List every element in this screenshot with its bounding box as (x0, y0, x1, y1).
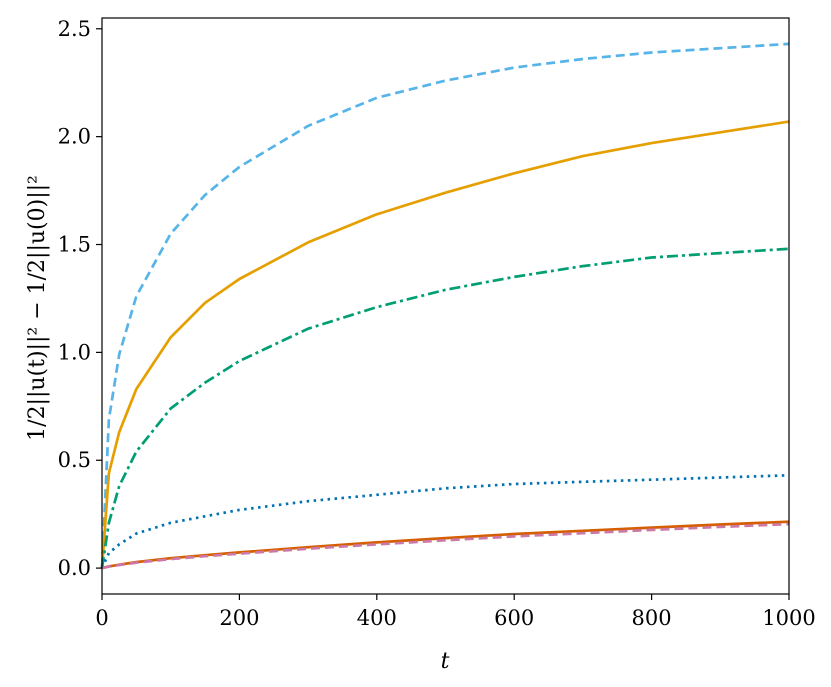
x-tick-label: 600 (494, 606, 534, 630)
series-line-3 (100, 247, 790, 569)
x-tick-label: 0 (95, 606, 108, 630)
y-tick-label: 0.5 (58, 448, 91, 472)
x-tick-label: 400 (357, 606, 397, 630)
x-axis-title: t (441, 649, 450, 674)
y-tick-label: 1.0 (58, 340, 91, 364)
series-line-4 (100, 473, 790, 569)
y-tick-label: 1.5 (58, 233, 91, 257)
y-axis-title: 1/2||u(t)||² − 1/2||u(0)||² (25, 175, 50, 441)
x-tick-label: 1000 (762, 606, 815, 630)
x-tick-label: 200 (219, 606, 259, 630)
y-tick-label: 2.5 (58, 17, 91, 41)
plot-frame (101, 17, 790, 595)
series-line-2 (100, 120, 790, 569)
y-tick-label: 0.0 (58, 556, 91, 580)
axes-layer: 0 200 400 600 800 1000 0.0 0.5 1.0 1.5 2.0 2.5 (58, 17, 816, 630)
y-tick-label: 2.0 (58, 125, 91, 149)
series-layer (100, 42, 790, 570)
series-line-1 (100, 42, 790, 569)
series-line-5 (101, 520, 790, 570)
x-tick-label: 800 (632, 606, 672, 630)
